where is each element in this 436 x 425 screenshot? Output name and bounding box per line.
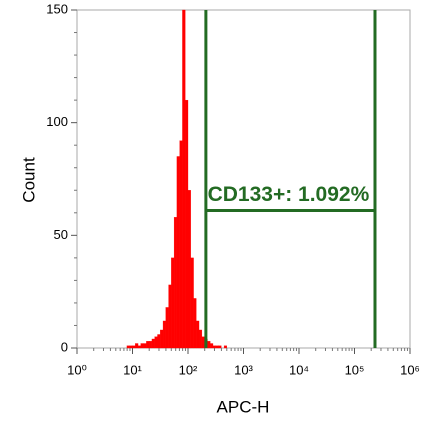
histogram-bar xyxy=(223,345,227,349)
histogram-bar xyxy=(165,307,169,349)
histogram-bar xyxy=(215,345,219,349)
histogram-bar xyxy=(160,329,164,349)
histogram-bar xyxy=(143,343,147,349)
histogram-bar xyxy=(196,320,200,349)
y-tick-label: 50 xyxy=(54,227,68,242)
histogram-bar xyxy=(198,329,203,349)
x-tick-label: 10¹ xyxy=(123,362,142,377)
histogram-bar xyxy=(193,298,197,349)
histogram-bar xyxy=(201,336,205,349)
y-tick-label: 100 xyxy=(46,114,68,129)
x-tick-label: 10⁶ xyxy=(400,362,420,377)
histogram-bar xyxy=(190,257,194,349)
histogram-bar xyxy=(176,156,180,349)
histogram-bar xyxy=(154,336,158,349)
y-axis-title: Count xyxy=(19,157,38,203)
histogram-bar xyxy=(129,345,133,349)
x-tick-label: 10³ xyxy=(234,362,253,377)
histogram-bar xyxy=(210,343,214,349)
histogram-bar xyxy=(140,343,144,349)
gate-label: CD133+: 1.092% xyxy=(208,183,370,206)
histogram-bar xyxy=(171,257,175,349)
histogram-bar xyxy=(168,284,172,349)
histogram-bar xyxy=(132,345,136,349)
x-tick-label: 10⁵ xyxy=(345,362,365,377)
histogram-bar xyxy=(146,341,150,349)
histogram-bar xyxy=(157,334,161,349)
histogram-bar xyxy=(218,345,222,349)
histogram-bar xyxy=(162,320,166,349)
histogram-bar xyxy=(185,99,189,349)
histogram-bar xyxy=(207,341,211,349)
histogram-bar xyxy=(151,338,155,349)
histogram-bar xyxy=(182,9,186,349)
x-tick-label: 10⁰ xyxy=(67,362,87,377)
y-tick-label: 0 xyxy=(61,339,68,354)
histogram-bar xyxy=(149,341,153,349)
y-tick-label: 150 xyxy=(46,1,68,16)
histogram-bar xyxy=(179,140,183,349)
histogram-bar xyxy=(173,217,178,349)
x-tick-label: 10⁴ xyxy=(289,362,309,377)
histogram-bar xyxy=(126,345,130,349)
histogram-bar xyxy=(137,345,141,349)
histogram-bar xyxy=(135,343,139,349)
x-tick-label: 10² xyxy=(179,362,198,377)
plot-frame xyxy=(76,9,411,349)
histogram-bar xyxy=(212,345,216,349)
x-axis-title: APC-H xyxy=(217,397,270,416)
histogram-bar xyxy=(187,190,191,349)
